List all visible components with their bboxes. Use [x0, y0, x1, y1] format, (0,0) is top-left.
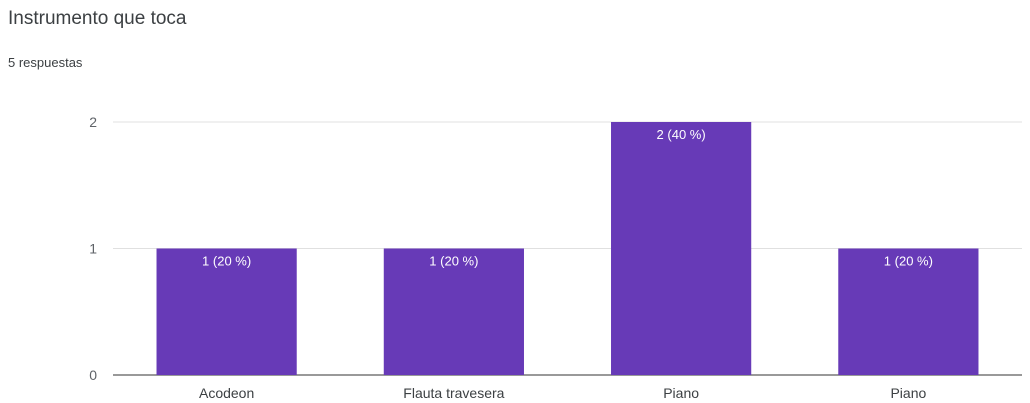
- y-tick-label: 0: [89, 367, 97, 383]
- data-label: 1 (20 %): [202, 254, 251, 269]
- y-tick-label: 1: [89, 241, 97, 257]
- x-tick-label: Piano: [663, 385, 699, 401]
- data-label: 1 (20 %): [884, 254, 933, 269]
- chart-title: Instrumento que toca: [8, 8, 187, 29]
- y-tick-label: 2: [89, 114, 97, 130]
- bar: [383, 248, 524, 375]
- data-label: 1 (20 %): [429, 254, 478, 269]
- x-tick-label: Acodeon: [199, 385, 254, 401]
- data-label: 2 (40 %): [657, 127, 706, 142]
- response-count: 5 respuestas: [8, 55, 83, 70]
- x-tick-label: Piano: [890, 385, 926, 401]
- bar: [838, 248, 979, 375]
- bar: [611, 122, 752, 375]
- bar: [156, 248, 297, 375]
- x-tick-label: Flauta travesera: [403, 385, 504, 401]
